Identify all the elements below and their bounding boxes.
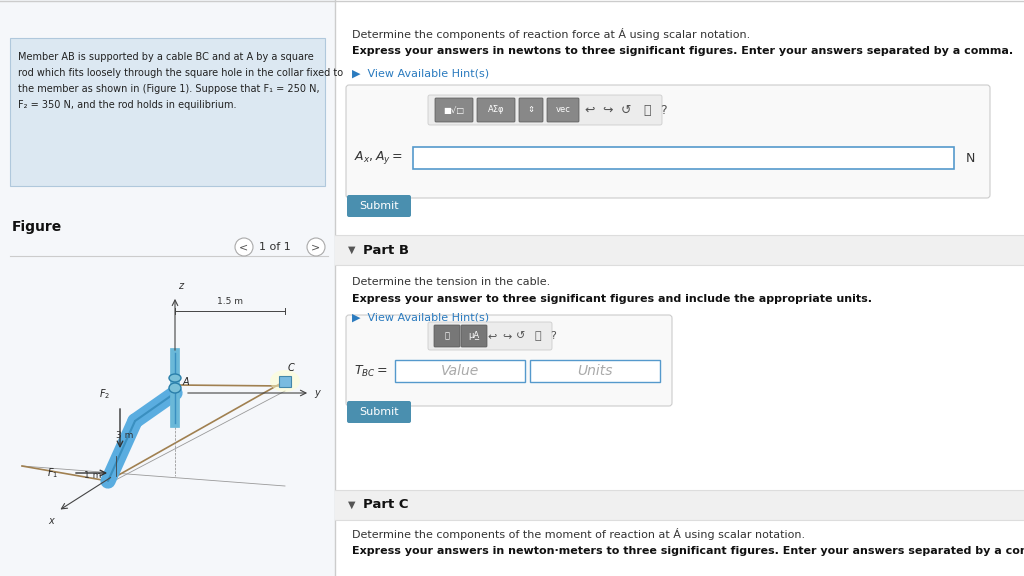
FancyBboxPatch shape [347, 195, 411, 217]
FancyBboxPatch shape [347, 401, 411, 423]
Ellipse shape [270, 370, 300, 392]
Text: N: N [966, 151, 976, 165]
Text: ↺: ↺ [516, 331, 525, 341]
Text: Value: Value [441, 364, 479, 378]
Ellipse shape [169, 383, 181, 393]
Text: Determine the components of reaction force at Á using scalar notation.: Determine the components of reaction for… [352, 28, 751, 40]
FancyBboxPatch shape [547, 98, 579, 122]
Circle shape [307, 238, 325, 256]
Text: ⬜: ⬜ [444, 332, 450, 340]
Bar [10, 38, 325, 186]
Text: C: C [288, 363, 295, 373]
Text: z: z [178, 281, 183, 291]
Bar [0, 0, 335, 576]
Text: 1.5 m: 1.5 m [217, 297, 243, 306]
Text: y: y [314, 388, 319, 398]
Text: ■√□: ■√□ [443, 105, 465, 115]
Text: AΣφ: AΣφ [487, 105, 504, 115]
Text: ↩: ↩ [487, 331, 497, 341]
Text: Submit: Submit [359, 201, 398, 211]
FancyBboxPatch shape [428, 95, 662, 125]
Text: F₂ = 350 N, and the rod holds in equilibrium.: F₂ = 350 N, and the rod holds in equilib… [18, 100, 237, 110]
Text: rod which fits loosely through the square hole in the collar fixed to: rod which fits loosely through the squar… [18, 68, 343, 78]
Text: A: A [183, 377, 189, 387]
Text: Express your answers in newtons to three significant figures. Enter your answers: Express your answers in newtons to three… [352, 46, 1013, 56]
Bar [279, 376, 291, 387]
FancyBboxPatch shape [519, 98, 543, 122]
Text: Express your answers in newton·meters to three significant figures. Enter your a: Express your answers in newton·meters to… [352, 546, 1024, 556]
Text: Part B: Part B [362, 244, 409, 256]
Text: >: > [311, 242, 321, 252]
Text: $A_x, A_y=$: $A_x, A_y=$ [354, 150, 402, 166]
Text: ⇕: ⇕ [527, 105, 535, 115]
Bar [413, 147, 954, 169]
Text: Determine the components of the moment of reaction at Á using scalar notation.: Determine the components of the moment o… [352, 528, 805, 540]
FancyBboxPatch shape [461, 325, 487, 347]
Text: ?: ? [550, 331, 556, 341]
Text: ↪: ↪ [503, 331, 512, 341]
FancyBboxPatch shape [346, 85, 990, 198]
Text: ⎙: ⎙ [535, 331, 542, 341]
Text: μA̲: μA̲ [468, 332, 479, 340]
Text: Figure: Figure [12, 220, 62, 234]
Ellipse shape [169, 374, 181, 382]
Circle shape [234, 238, 253, 256]
Text: $F_1$: $F_1$ [47, 466, 58, 480]
Text: ?: ? [659, 104, 667, 116]
Text: ▼: ▼ [348, 245, 355, 255]
FancyBboxPatch shape [346, 315, 672, 406]
Text: <: < [240, 242, 249, 252]
Text: Part C: Part C [362, 498, 409, 511]
Bar [335, 490, 1024, 520]
Text: $F_2$: $F_2$ [99, 387, 111, 401]
Bar [335, 0, 1024, 576]
Text: ▼: ▼ [348, 500, 355, 510]
FancyBboxPatch shape [434, 325, 460, 347]
Text: Determine the tension in the cable.: Determine the tension in the cable. [352, 277, 550, 287]
Text: 1 of 1: 1 of 1 [259, 242, 291, 252]
Bar [530, 360, 660, 382]
Text: Express your answer to three significant figures and include the appropriate uni: Express your answer to three significant… [352, 294, 872, 304]
FancyBboxPatch shape [428, 322, 552, 350]
Text: 3 m: 3 m [116, 431, 133, 441]
Text: Member AB is supported by a cable BC and at A by a square: Member AB is supported by a cable BC and… [18, 52, 313, 62]
Text: 1 m: 1 m [84, 472, 101, 480]
Text: the member as shown in (Figure 1). Suppose that F₁ = 250 N,: the member as shown in (Figure 1). Suppo… [18, 84, 319, 94]
Text: $T_{BC}=$: $T_{BC}=$ [354, 363, 388, 378]
Text: ▶  View Available Hint(s): ▶ View Available Hint(s) [352, 69, 489, 79]
FancyBboxPatch shape [435, 98, 473, 122]
Text: Submit: Submit [359, 407, 398, 417]
Text: x: x [48, 516, 53, 526]
FancyBboxPatch shape [477, 98, 515, 122]
Text: ▶  View Available Hint(s): ▶ View Available Hint(s) [352, 312, 489, 322]
Text: ⎙: ⎙ [643, 104, 650, 116]
Text: vec: vec [556, 105, 570, 115]
Text: ↺: ↺ [621, 104, 631, 116]
Text: ↪: ↪ [603, 104, 613, 116]
Bar [335, 235, 1024, 265]
Bar [395, 360, 525, 382]
Text: Units: Units [578, 364, 612, 378]
Text: ↩: ↩ [585, 104, 595, 116]
